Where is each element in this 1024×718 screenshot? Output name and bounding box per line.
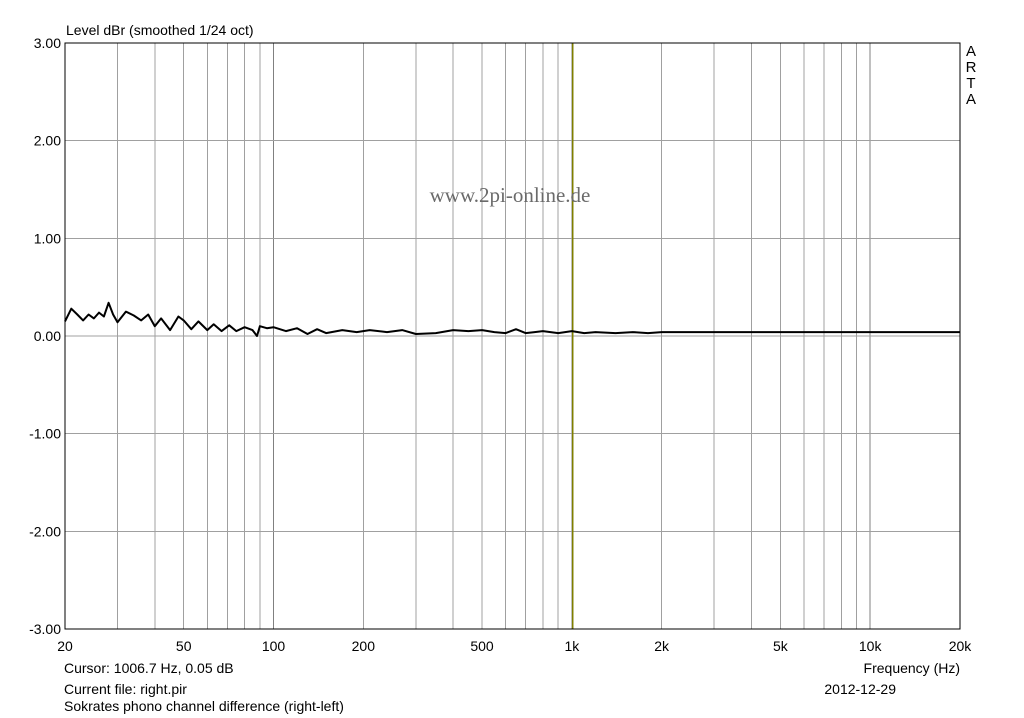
x-tick-label: 500 <box>470 638 494 654</box>
brand-letter: T <box>966 75 976 92</box>
y-tick-label: 0.00 <box>34 328 61 344</box>
brand-letter: R <box>965 59 977 76</box>
y-tick-label: 2.00 <box>34 133 61 149</box>
x-tick-label: 10k <box>859 638 883 654</box>
brand-letter: A <box>965 43 976 60</box>
watermark-text: www.2pi-online.de <box>430 183 591 207</box>
y-tick-label: -2.00 <box>29 523 61 539</box>
y-tick-label: 1.00 <box>34 230 61 246</box>
plot-frame <box>64 42 961 630</box>
y-tick-label: -3.00 <box>29 621 61 637</box>
x-tick-label: 20k <box>949 638 973 654</box>
x-tick-label: 2k <box>654 638 670 654</box>
date-label: 2012-12-29 <box>824 681 896 697</box>
cursor-readout: Cursor: 1006.7 Hz, 0.05 dB <box>64 660 234 676</box>
y-tick-label: 3.00 <box>34 35 61 51</box>
y-axis-label: Level dBr (smoothed 1/24 oct) <box>66 22 254 38</box>
response-trace <box>64 301 960 337</box>
x-tick-label: 20 <box>57 638 73 654</box>
y-tick-label: -1.00 <box>29 426 61 442</box>
x-tick-label: 50 <box>176 638 192 654</box>
x-tick-label: 200 <box>352 638 376 654</box>
current-file-label: Current file: right.pir <box>64 681 187 697</box>
brand-letter: A <box>965 91 976 108</box>
arta-logo: A R T A <box>964 44 978 108</box>
x-tick-label: 5k <box>773 638 789 654</box>
description-label: Sokrates phono channel difference (right… <box>64 698 344 714</box>
x-axis-label: Frequency (Hz) <box>863 660 960 676</box>
x-tick-label: 100 <box>262 638 286 654</box>
x-tick-label: 1k <box>564 638 580 654</box>
